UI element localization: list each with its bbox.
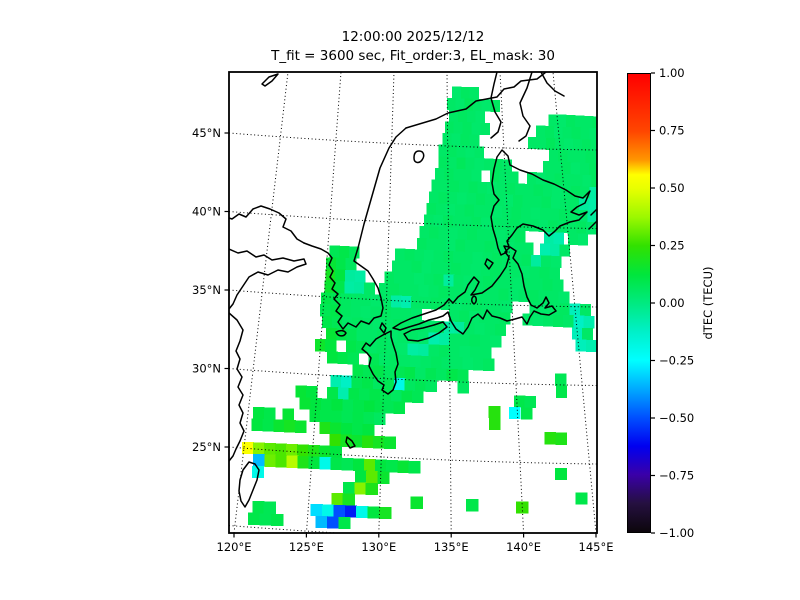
svg-text:135°E: 135°E xyxy=(434,540,469,554)
coastlines xyxy=(229,72,597,508)
figure-subtitle: T_fit = 3600 sec, Fit_order:3, EL_mask: … xyxy=(271,48,555,64)
svg-text:45°N: 45°N xyxy=(192,126,221,140)
svg-text:−0.75: −0.75 xyxy=(659,469,694,483)
graticule xyxy=(229,72,597,533)
svg-text:0.25: 0.25 xyxy=(659,239,685,253)
svg-text:40°N: 40°N xyxy=(192,205,221,219)
svg-text:145°E: 145°E xyxy=(579,540,614,554)
svg-text:1.00: 1.00 xyxy=(659,66,685,80)
colorbar-gradient xyxy=(627,73,651,533)
svg-text:−0.25: −0.25 xyxy=(659,354,694,368)
svg-text:−0.50: −0.50 xyxy=(659,411,694,425)
y-axis: 45°N 40°N 35°N 30°N 25°N xyxy=(192,126,229,454)
svg-text:130°E: 130°E xyxy=(361,540,396,554)
svg-text:−1.00: −1.00 xyxy=(659,526,694,540)
svg-text:0.50: 0.50 xyxy=(659,181,685,195)
svg-text:140°E: 140°E xyxy=(506,540,541,554)
map-frame xyxy=(228,71,598,534)
figure-title: 12:00:00 2025/12/12 xyxy=(341,29,485,45)
x-axis: 120°E 125°E 130°E 135°E 140°E 145°E xyxy=(217,533,614,554)
dtec-tiles xyxy=(242,86,597,530)
svg-text:120°E: 120°E xyxy=(217,540,252,554)
svg-text:35°N: 35°N xyxy=(192,283,221,297)
colorbar-ticks: 1.00 0.75 0.50 0.25 0.00 −0.25 −0.50 −0.75 −1.00 xyxy=(651,66,694,540)
svg-text:25°N: 25°N xyxy=(192,440,221,454)
svg-text:30°N: 30°N xyxy=(192,362,221,376)
svg-text:0.00: 0.00 xyxy=(659,296,685,310)
svg-text:125°E: 125°E xyxy=(289,540,324,554)
svg-text:0.75: 0.75 xyxy=(659,124,685,138)
